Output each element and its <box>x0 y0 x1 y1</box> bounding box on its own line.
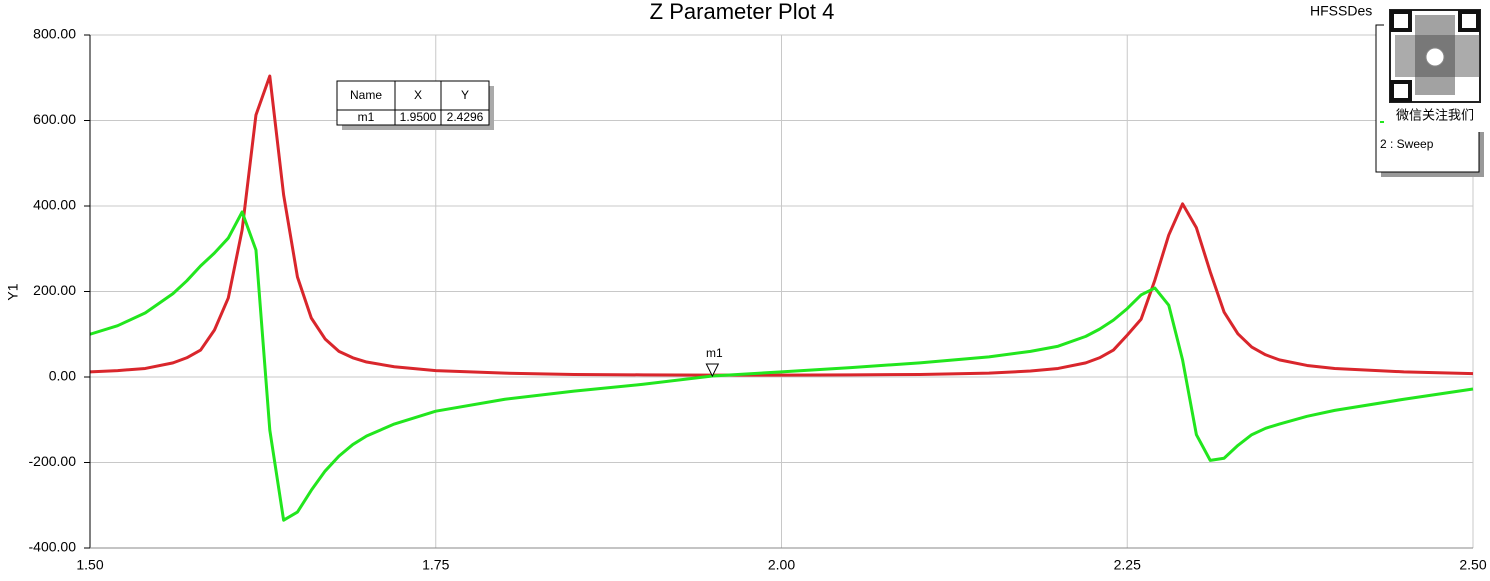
marker-label: m1 <box>706 346 723 360</box>
y-tick-label: -400.00 <box>29 539 77 555</box>
table-header: Name <box>350 88 382 102</box>
y-tick-label: -200.00 <box>29 453 77 469</box>
table-header: Y <box>461 88 469 102</box>
series-line <box>89 74 1474 377</box>
corner-label: HFSSDes <box>1310 3 1372 19</box>
y-tick-label: 800.00 <box>33 26 76 42</box>
x-tick-label: 1.50 <box>76 557 103 573</box>
table-cell: m1 <box>358 110 375 124</box>
y-tick-label: 400.00 <box>33 197 76 213</box>
x-tick-label: 2.00 <box>768 557 795 573</box>
y-tick-label: 0.00 <box>49 368 76 384</box>
table-cell: 2.4296 <box>447 110 484 124</box>
y-tick-label: 200.00 <box>33 282 76 298</box>
table-box <box>336 80 490 126</box>
y-axis-label: Y1 <box>5 283 21 300</box>
legend-text: 2 : Sweep <box>1380 137 1434 151</box>
qr-finder <box>1390 10 1412 32</box>
series-line <box>89 210 1474 522</box>
table-cell: 1.9500 <box>400 110 437 124</box>
qr-finder <box>1390 80 1412 102</box>
qr-finder <box>1458 10 1480 32</box>
qr-caption: 微信关注我们 <box>1396 107 1474 122</box>
qr-overlay: 微信关注我们 <box>1384 6 1484 132</box>
marker-table: Name X Y m1 1.9500 2.4296 <box>336 80 494 130</box>
chart-title: Z Parameter Plot 4 <box>650 0 835 24</box>
x-tick-label: 2.25 <box>1114 557 1141 573</box>
marker-triangle <box>705 363 720 378</box>
qr-logo <box>1425 47 1445 67</box>
table-header: X <box>414 88 422 102</box>
x-tick-label: 1.75 <box>422 557 449 573</box>
x-tick-label: 2.50 <box>1459 557 1486 573</box>
y-tick-label: 600.00 <box>33 111 76 127</box>
